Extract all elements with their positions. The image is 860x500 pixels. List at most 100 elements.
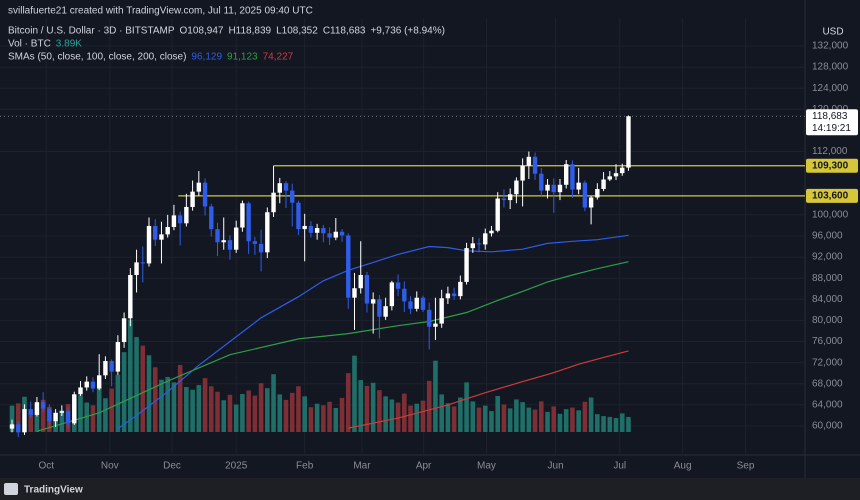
volume-bar [545,411,550,432]
candle-body [451,293,457,297]
candle-body [16,424,21,433]
watermark: svillafuerte21 created with TradingView.… [8,6,313,17]
candle-body [539,173,544,191]
candle-body [153,225,158,240]
volume-bar [128,319,133,432]
volume-bar [84,402,90,432]
volume-bar [582,401,588,432]
candle-body [321,228,326,234]
volume-bar [221,400,227,432]
candle-body [96,375,102,389]
footer-bar [0,478,860,500]
y-tick-label: 68,000 [812,378,843,389]
x-tick-label: Dec [163,461,181,472]
candle-body [395,282,401,289]
volume-bar [520,402,525,432]
candle-body [233,227,239,250]
volume-bar [121,352,127,432]
volume-bar [258,383,264,432]
candles [9,115,631,438]
candle-body [65,411,71,424]
y-tick-label: 132,000 [812,41,849,52]
volume-bar [377,390,382,432]
high-label: H118,839 [228,26,271,37]
candle-body [265,212,270,253]
volume-bar [289,392,295,432]
volume-bar [607,416,613,432]
sma-lines [0,115,805,432]
volume-bar [601,416,606,432]
candle-body [277,183,282,193]
volume-bar [383,396,388,432]
volume-bar [34,408,40,432]
footer-logo: TradingView [24,485,83,496]
level-label: 103,600 [812,191,849,202]
volume-bar [140,345,146,432]
candle-body [439,298,444,324]
symbol: Bitcoin / U.S. Dollar · 3D · BITSTAMP [8,26,175,37]
volume-bar [470,401,476,432]
volume-bar [514,399,519,432]
candle-body [28,409,33,415]
volume-bar [184,387,189,432]
volume-bar [501,404,507,432]
candle-body [115,342,121,372]
sma-title: SMAs (50, close, 100, close, 200, close) [8,52,186,63]
candle-body [258,243,264,253]
x-tick-label: 2025 [225,461,248,472]
volume-bar [40,399,46,432]
candle-body [47,408,52,422]
volume-bar [439,394,444,432]
y-tick-label: 80,000 [812,315,843,326]
candle-body [196,182,202,192]
x-tick-label: Nov [101,461,119,472]
x-tick-label: Aug [674,461,692,472]
volume-bar [208,386,214,432]
volume-bar [28,411,33,432]
logo-icon [4,483,18,495]
volume-bar [345,373,351,432]
candle-body [402,288,407,302]
volume-bar [426,380,432,432]
volume-bar [451,406,457,432]
candle-body [514,180,519,195]
candle-body [613,173,619,177]
x-tick-label: Mar [353,461,371,472]
candle-body [215,229,220,243]
candle-body [302,225,307,230]
y-tick-label: 84,000 [812,294,843,305]
candle-body [159,234,164,240]
low-label: L108,352 [276,26,318,37]
volume-bar [414,403,420,432]
candle-body [433,323,438,327]
volume-bar [196,385,202,432]
candle-body [246,203,251,242]
x-tick-label: Oct [38,461,54,472]
candle-body [165,227,170,235]
candle-body [34,402,40,415]
volume-bar [265,388,270,432]
volume-bar [570,407,575,432]
volume-bar [15,403,21,432]
volume-bar [352,355,357,432]
level-badge [806,158,858,173]
candle-body [364,275,370,304]
volume-bar [277,394,283,432]
candle-body [557,184,563,193]
volume-bar [626,416,631,432]
volume-bar [202,378,208,432]
volume-bar [458,397,463,432]
y-tick-label: 92,000 [812,252,843,263]
volume-bar [507,408,513,432]
volume-bar [78,395,83,432]
volume-bar [215,391,220,432]
volume-title: Vol · BTC [8,39,51,50]
volume-bar [308,407,314,432]
candle-body [128,275,133,319]
volume-bar [619,413,625,432]
candle-body [290,190,295,203]
volume-bar [495,395,501,432]
x-tick-label: May [477,461,496,472]
volume-bar [177,364,183,432]
